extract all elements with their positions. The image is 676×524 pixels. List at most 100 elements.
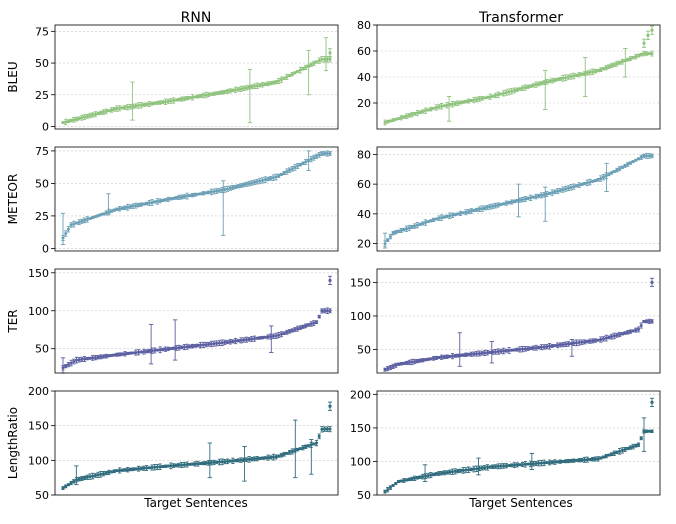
data-point: [285, 330, 289, 334]
data-point: [647, 319, 651, 323]
data-point: [110, 353, 114, 357]
data-point: [131, 351, 135, 355]
data-point: [566, 459, 570, 463]
data-point: [120, 106, 124, 110]
data-point: [196, 94, 200, 98]
y-tick-label: 50: [35, 177, 49, 190]
data-point: [120, 468, 124, 472]
panel-ter-rnn: 50 100 150 TER: [6, 267, 339, 374]
data-point: [64, 484, 68, 488]
data-point: [432, 356, 436, 360]
data-point: [415, 476, 419, 480]
data-point: [226, 459, 230, 463]
data-point: [391, 118, 395, 122]
panel-lengthratio-transformer: 50 100 150 200: [350, 388, 661, 502]
data-point: [448, 354, 452, 358]
data-point: [607, 453, 611, 457]
data-point: [550, 344, 554, 348]
data-point: [569, 459, 573, 463]
data-point: [464, 353, 468, 357]
data-point: [440, 355, 444, 359]
data-point: [199, 94, 203, 98]
data-point: [418, 475, 422, 479]
data-point: [566, 186, 570, 190]
data-point: [485, 95, 489, 99]
data-point: [467, 468, 471, 472]
data-point: [188, 194, 192, 198]
data-point: [512, 348, 516, 352]
data-point: [637, 54, 641, 58]
data-point: [485, 465, 489, 469]
data-point: [317, 315, 321, 319]
data-point: [394, 363, 398, 367]
data-point: [96, 111, 100, 115]
data-point: [607, 65, 611, 69]
data-point: [77, 358, 81, 362]
data-point: [234, 185, 238, 189]
panel-bleu-transformer: 20 40 60 80: [357, 19, 661, 130]
data-point: [423, 221, 427, 225]
data-point: [556, 460, 560, 464]
data-point: [475, 352, 479, 356]
data-point: [304, 324, 308, 328]
data-point: [199, 192, 203, 196]
data-point: [274, 334, 278, 338]
data-point: [118, 468, 122, 472]
y-axis-label: LengthRatio: [6, 407, 20, 479]
data-point: [131, 204, 135, 208]
data-point: [247, 457, 251, 461]
data-point: [618, 449, 622, 453]
data-point: [475, 467, 479, 471]
data-point: [85, 357, 89, 361]
data-point: [515, 348, 519, 352]
data-point: [252, 180, 256, 184]
data-point: [185, 96, 189, 100]
data-point: [545, 192, 549, 196]
data-point: [104, 109, 108, 113]
data-point: [212, 92, 216, 96]
data-point: [277, 174, 281, 178]
data-point: [244, 182, 248, 186]
data-point: [215, 91, 219, 95]
data-point: [255, 84, 259, 88]
data-point: [104, 471, 108, 475]
data-point: [450, 213, 454, 217]
data-point: [325, 309, 329, 313]
data-point: [386, 120, 390, 124]
data-point: [626, 447, 630, 451]
data-point: [542, 461, 546, 465]
data-point: [298, 163, 302, 167]
data-point: [539, 81, 543, 85]
data-point: [285, 75, 289, 79]
data-point: [405, 478, 409, 482]
data-point: [534, 461, 538, 465]
data-point: [504, 91, 508, 95]
data-point: [610, 64, 614, 68]
data-point: [145, 349, 149, 353]
outlier-point: [650, 400, 654, 405]
data-point: [529, 196, 533, 200]
data-point: [529, 346, 533, 350]
y-axis-label: TER: [6, 309, 20, 333]
data-point: [261, 178, 265, 182]
data-point: [604, 174, 608, 178]
data-point: [407, 113, 411, 117]
y-tick-label: 100: [28, 454, 49, 467]
data-point: [296, 448, 300, 452]
data-point: [483, 351, 487, 355]
data-point: [66, 119, 70, 123]
data-point: [518, 463, 522, 467]
data-point: [231, 339, 235, 343]
data-point: [450, 354, 454, 358]
data-point: [293, 71, 297, 75]
axes-frame: [54, 146, 339, 252]
data-point: [642, 154, 646, 158]
data-point: [477, 351, 481, 355]
data-point: [620, 332, 624, 336]
data-point: [450, 470, 454, 474]
data-point: [391, 231, 395, 235]
data-point: [231, 186, 235, 190]
data-point: [204, 461, 208, 465]
data-point: [142, 202, 146, 206]
